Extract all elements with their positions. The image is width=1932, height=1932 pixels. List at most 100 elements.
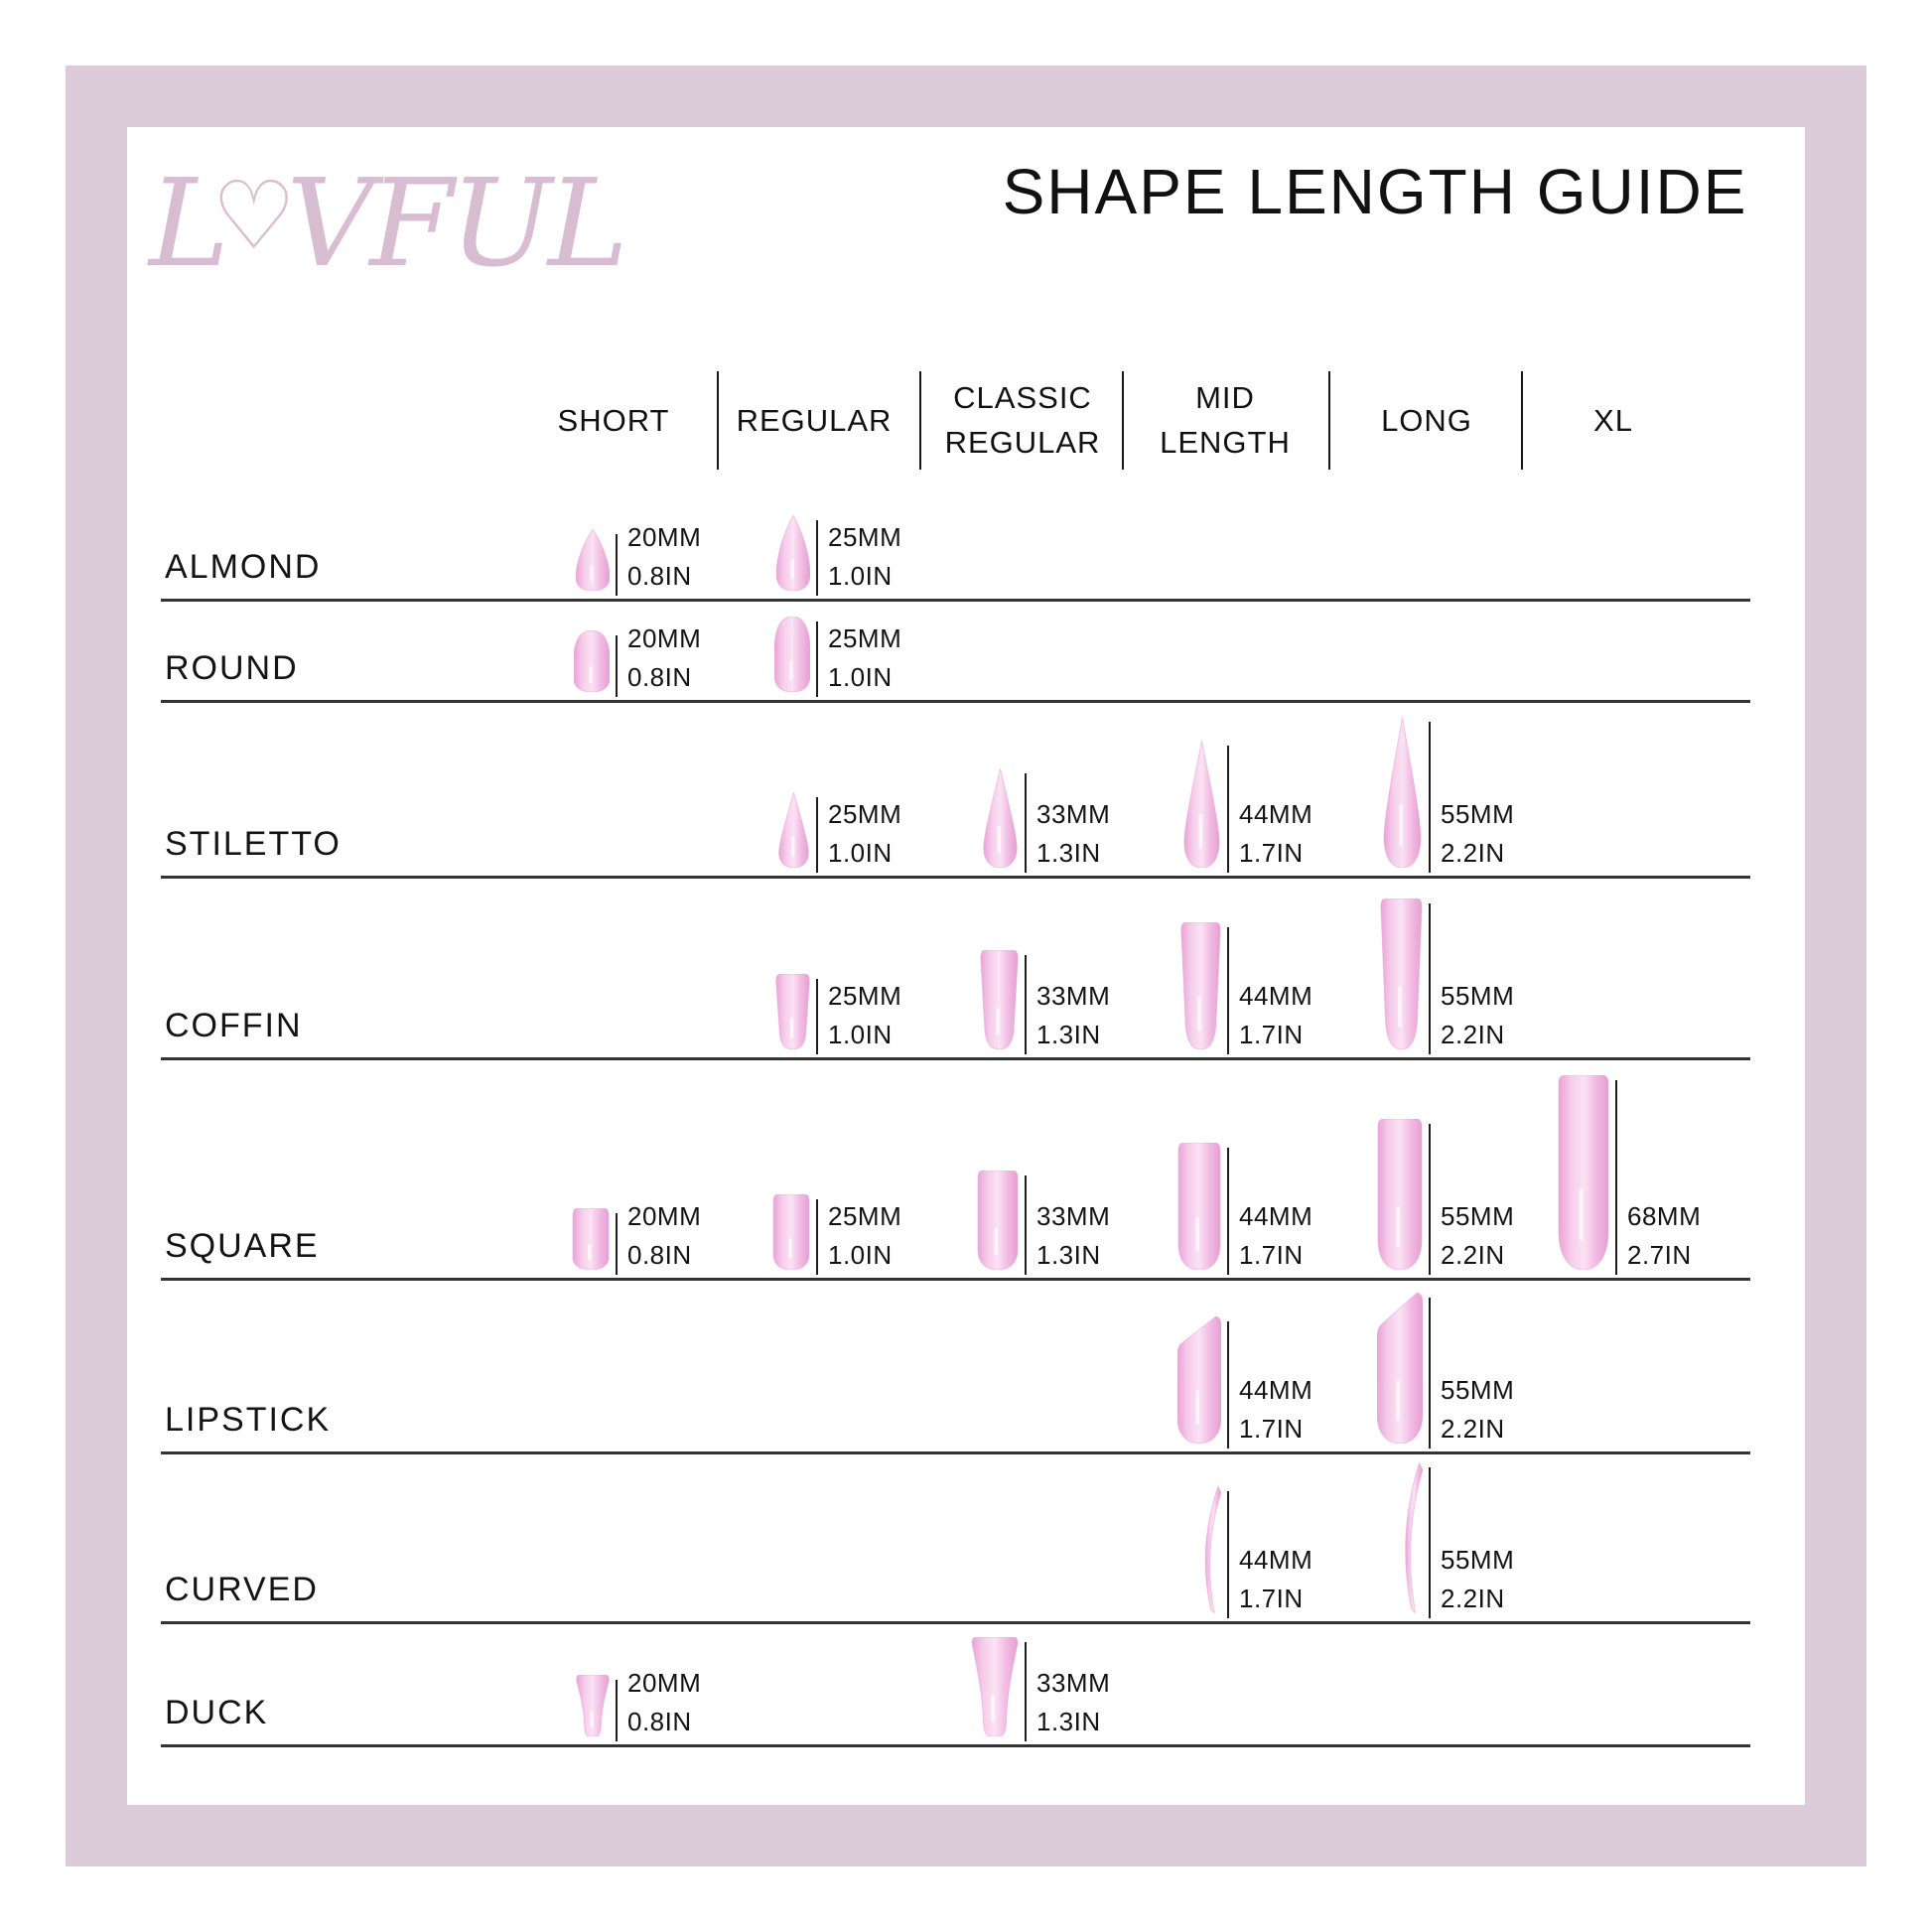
measurement-in-stiletto-long: 2.2IN (1441, 838, 1505, 868)
row-label-duck: DUCK (165, 1694, 269, 1731)
nail-image-square-xl (1558, 1074, 1609, 1271)
measurement-coffin-mid-length: 44MM 1.7IN (1239, 983, 1312, 1047)
brand-logo: L ♡ VFUL (149, 129, 628, 318)
column-header-classic-regular: CLASSIC REGULAR (944, 380, 1101, 460)
row-line-coffin (161, 1057, 1750, 1060)
measurement-line-curved-mid-length (1227, 1491, 1229, 1618)
measurement-mm-stiletto-regular: 25MM (828, 799, 902, 829)
nail-image-coffin-classic-regular (980, 949, 1019, 1050)
measurement-in-coffin-regular: 1.0IN (828, 1020, 893, 1049)
nail-image-round-regular (773, 616, 811, 693)
measurement-duck-short: 20MM 0.8IN (627, 1670, 701, 1734)
measurement-line-square-regular (816, 1199, 818, 1275)
row-label-coffin: COFFIN (165, 1007, 303, 1044)
nail-duck-classic-regular (971, 1636, 1019, 1741)
measurement-line-lipstick-mid-length (1227, 1321, 1229, 1449)
nail-stiletto-long (1382, 716, 1423, 873)
nail-image-duck-classic-regular (971, 1636, 1019, 1737)
nail-image-coffin-long (1380, 897, 1423, 1050)
nail-image-square-classic-regular (977, 1170, 1019, 1271)
measurement-mm-coffin-long: 55MM (1441, 981, 1515, 1011)
measurement-coffin-regular: 25MM 1.0IN (828, 983, 901, 1047)
measurement-almond-short: 20MM 0.8IN (627, 524, 701, 589)
row-line-lipstick (161, 1451, 1750, 1454)
nail-image-round-short (573, 629, 611, 693)
measurement-line-stiletto-long (1429, 722, 1431, 873)
nail-image-curved-long (1405, 1460, 1424, 1615)
measurement-almond-regular: 25MM 1.0IN (828, 524, 901, 589)
measurement-square-regular: 25MM 1.0IN (828, 1203, 901, 1268)
measurement-mm-coffin-mid-length: 44MM (1239, 981, 1313, 1011)
nail-almond-short (575, 528, 611, 596)
measurement-line-duck-classic-regular (1025, 1642, 1027, 1741)
measurement-in-duck-short: 0.8IN (627, 1707, 692, 1736)
measurement-square-short: 20MM 0.8IN (627, 1203, 701, 1268)
measurement-mm-stiletto-long: 55MM (1441, 799, 1515, 829)
nail-stiletto-classic-regular (982, 767, 1019, 873)
column-divider (717, 371, 719, 470)
brand-logo-prefix: L (149, 153, 229, 294)
measurement-mm-curved-long: 55MM (1441, 1545, 1515, 1575)
row-label-curved: CURVED (165, 1571, 319, 1608)
content-panel (127, 127, 1805, 1805)
measurement-in-stiletto-classic-regular: 1.3IN (1036, 838, 1101, 868)
nail-lipstick-mid-length (1176, 1315, 1222, 1449)
measurement-stiletto-mid-length: 44MM 1.7IN (1239, 801, 1312, 866)
measurement-in-lipstick-long: 2.2IN (1441, 1414, 1505, 1444)
nail-image-square-regular (772, 1193, 810, 1271)
measurement-in-curved-long: 2.2IN (1441, 1584, 1505, 1613)
measurement-line-coffin-classic-regular (1025, 955, 1027, 1054)
nail-coffin-long (1380, 897, 1423, 1054)
measurement-line-almond-regular (816, 520, 818, 596)
measurement-lipstick-mid-length: 44MM 1.7IN (1239, 1377, 1312, 1442)
measurement-mm-coffin-classic-regular: 33MM (1036, 981, 1111, 1011)
measurement-round-short: 20MM 0.8IN (627, 625, 701, 690)
nail-square-mid-length (1177, 1142, 1221, 1275)
measurement-in-curved-mid-length: 1.7IN (1239, 1584, 1304, 1613)
nail-square-long (1377, 1118, 1423, 1275)
measurement-in-square-short: 0.8IN (627, 1240, 692, 1270)
measurement-square-xl: 68MM 2.7IN (1627, 1203, 1701, 1268)
column-header-regular: REGULAR (736, 402, 893, 438)
nail-stiletto-regular (777, 790, 810, 873)
measurement-mm-square-xl: 68MM (1627, 1201, 1702, 1231)
nail-square-regular (772, 1193, 810, 1275)
row-line-round (161, 700, 1750, 703)
measurement-line-square-xl (1615, 1080, 1617, 1275)
measurement-line-curved-long (1429, 1467, 1431, 1618)
measurement-line-round-short (616, 635, 618, 697)
measurement-in-square-classic-regular: 1.3IN (1036, 1240, 1101, 1270)
measurement-stiletto-classic-regular: 33MM 1.3IN (1036, 801, 1110, 866)
measurement-mm-square-short: 20MM (627, 1201, 702, 1231)
nail-image-curved-mid-length (1204, 1484, 1222, 1615)
measurement-in-coffin-mid-length: 1.7IN (1239, 1020, 1304, 1049)
measurement-line-stiletto-regular (816, 797, 818, 873)
row-label-almond: ALMOND (165, 548, 322, 586)
nail-image-stiletto-classic-regular (983, 767, 1018, 869)
measurement-line-square-classic-regular (1025, 1175, 1027, 1275)
measurement-duck-classic-regular: 33MM 1.3IN (1036, 1670, 1110, 1734)
measurement-in-round-short: 0.8IN (627, 662, 692, 692)
row-label-round: ROUND (165, 649, 299, 687)
measurement-in-lipstick-mid-length: 1.7IN (1239, 1414, 1304, 1444)
page-title: SHAPE LENGTH GUIDE (1002, 156, 1748, 227)
measurement-stiletto-regular: 25MM 1.0IN (828, 801, 901, 866)
measurement-line-almond-short (616, 534, 618, 596)
row-line-almond (161, 599, 1750, 602)
row-line-curved (161, 1621, 1750, 1624)
measurement-mm-round-short: 20MM (627, 623, 702, 653)
measurement-mm-lipstick-mid-length: 44MM (1239, 1375, 1313, 1405)
measurement-line-coffin-long (1429, 903, 1431, 1054)
measurement-mm-square-regular: 25MM (828, 1201, 902, 1231)
column-header-mid-length: MID LENGTH (1160, 380, 1291, 460)
measurement-in-coffin-classic-regular: 1.3IN (1036, 1020, 1101, 1049)
measurement-line-square-short (616, 1213, 618, 1275)
nail-round-regular (773, 616, 811, 697)
nail-coffin-regular (775, 973, 810, 1054)
column-divider (1328, 371, 1330, 470)
measurement-mm-stiletto-classic-regular: 33MM (1036, 799, 1111, 829)
row-label-stiletto: STILETTO (165, 825, 342, 863)
measurement-mm-square-classic-regular: 33MM (1036, 1201, 1111, 1231)
measurement-line-stiletto-classic-regular (1025, 773, 1027, 873)
measurement-square-mid-length: 44MM 1.7IN (1239, 1203, 1312, 1268)
